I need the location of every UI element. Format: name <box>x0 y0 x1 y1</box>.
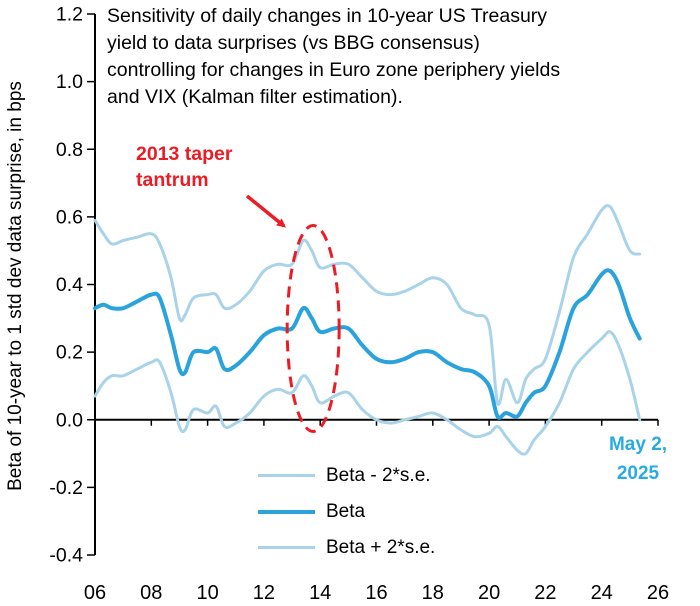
x-tick-label: 06 <box>84 582 106 604</box>
legend-item-beta-minus: Beta - 2*s.e. <box>258 464 435 487</box>
chart-title-line: and VIX (Kalman filter estimation). <box>107 86 403 108</box>
legend-item-beta-plus: Beta + 2*s.e. <box>258 536 435 559</box>
x-tick-label: 12 <box>253 582 275 604</box>
y-tick-label: -0.4 <box>49 545 83 567</box>
chart-title-line: Sensitivity of daily changes in 10-year … <box>107 5 548 27</box>
x-tick-label: 26 <box>647 582 669 604</box>
legend-swatch-beta-line <box>258 509 315 514</box>
legend-label: Beta + 2*s.e. <box>326 536 436 558</box>
y-tick-label: 1.0 <box>56 71 83 93</box>
x-tick-label: 14 <box>309 582 331 604</box>
legend-label: Beta <box>326 500 366 522</box>
x-tick-label: 18 <box>422 582 444 604</box>
x-tick-label: 20 <box>478 582 500 604</box>
y-tick-label: -0.2 <box>49 477 83 499</box>
series-line-beta-2-s-e- <box>93 204 642 406</box>
annotation-arrow <box>245 194 286 228</box>
series-line-beta-2-s-e- <box>93 330 642 456</box>
series-line-beta <box>93 268 642 420</box>
chart-title: Sensitivity of daily changes in 10-year … <box>107 3 692 111</box>
legend-swatch-beta-minus-line <box>258 474 315 477</box>
x-tick-label: 08 <box>140 582 162 604</box>
y-tick-label: 0.6 <box>56 206 83 228</box>
y-tick-label: 0.8 <box>56 139 83 161</box>
legend-item-beta: Beta <box>258 500 435 523</box>
y-tick-label: 0.2 <box>56 342 83 364</box>
chart-title-line: yield to data surprises (vs BBG consensu… <box>107 32 480 54</box>
x-tick-label: 22 <box>534 582 556 604</box>
legend-label: Beta - 2*s.e. <box>326 464 431 486</box>
y-axis-title: Beta of 10-year to 1 std dev data surpri… <box>5 81 26 491</box>
chart-title-line: controlling for changes in Euro zone per… <box>107 59 561 81</box>
taper-ellipse <box>285 223 341 433</box>
x-tick-label: 24 <box>591 582 613 604</box>
y-tick-label: 1.2 <box>56 4 83 26</box>
taper-tantrum-annotation: 2013 taper tantrum <box>136 143 233 192</box>
x-tick-label: 10 <box>196 582 218 604</box>
x-tick-label: 16 <box>365 582 387 604</box>
date-annotation: May 2, 2025 <box>608 434 668 484</box>
y-tick-label: 0.0 <box>56 409 83 431</box>
legend-swatch-beta-plus-line <box>258 546 315 549</box>
y-tick-label: 0.4 <box>56 274 83 296</box>
legend: Beta - 2*s.e. Beta Beta + 2*s.e. <box>258 464 435 559</box>
